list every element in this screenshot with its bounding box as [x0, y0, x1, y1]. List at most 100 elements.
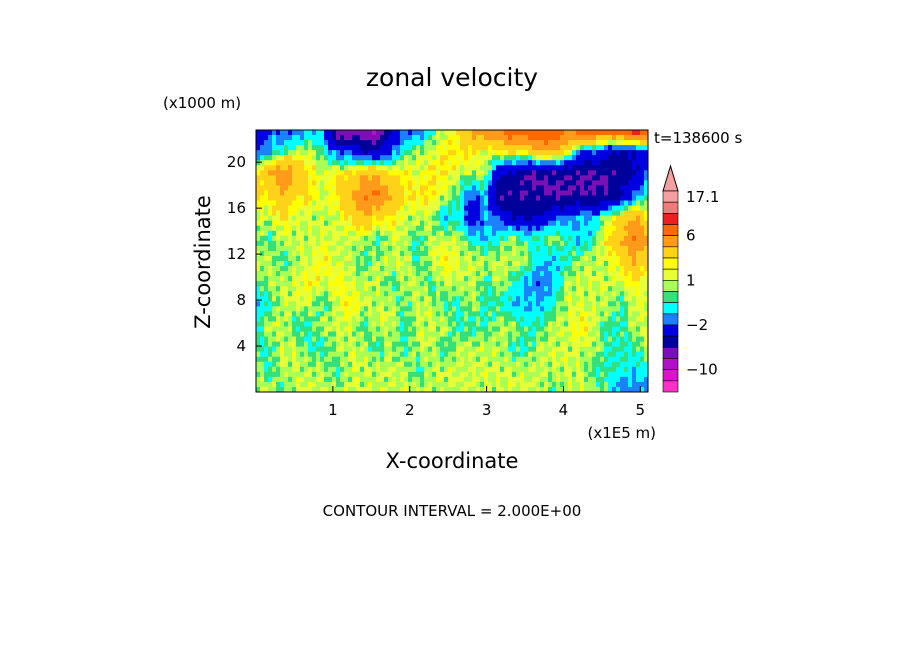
heatmap-cell: [528, 261, 533, 267]
heatmap-cell: [296, 220, 301, 227]
heatmap-cell: [256, 175, 261, 181]
heatmap-cell: [348, 336, 353, 343]
heatmap-cell: [256, 301, 261, 307]
heatmap-cell: [284, 210, 289, 217]
heatmap-cell: [320, 361, 325, 368]
heatmap-cell: [552, 286, 557, 292]
heatmap-cell: [308, 135, 313, 141]
heatmap-cell: [504, 160, 509, 166]
heatmap-cell: [312, 261, 317, 267]
heatmap-cell: [492, 165, 497, 171]
heatmap-cell: [596, 271, 601, 277]
heatmap-cell: [564, 261, 569, 267]
heatmap-cell: [492, 190, 497, 196]
heatmap-cell: [388, 190, 393, 196]
heatmap-cell: [400, 261, 405, 267]
heatmap-cell: [512, 140, 517, 146]
heatmap-cell: [368, 276, 373, 282]
heatmap-cell: [388, 301, 393, 307]
heatmap-cell: [328, 200, 333, 206]
heatmap-cell: [320, 311, 325, 317]
heatmap-cell: [532, 306, 537, 312]
heatmap-cell: [344, 381, 349, 388]
heatmap-cell: [356, 150, 361, 156]
heatmap-cell: [312, 331, 317, 337]
heatmap-cell: [372, 160, 377, 166]
heatmap-cell: [328, 180, 333, 186]
heatmap-cell: [432, 235, 437, 242]
heatmap-cell: [416, 346, 421, 353]
heatmap-cell: [296, 321, 301, 327]
heatmap-cell: [628, 155, 633, 161]
heatmap-cell: [472, 351, 477, 358]
heatmap-cell: [368, 266, 373, 272]
heatmap-cell: [404, 351, 409, 358]
heatmap-cell: [536, 150, 541, 156]
heatmap-cell: [284, 185, 289, 191]
heatmap-cell: [520, 316, 525, 322]
heatmap-cell: [520, 155, 525, 161]
heatmap-cell: [296, 376, 301, 383]
heatmap-cell: [424, 311, 429, 317]
heatmap-cell: [476, 135, 481, 141]
heatmap-cell: [576, 291, 581, 297]
heatmap-cell: [324, 326, 329, 332]
heatmap-cell: [440, 371, 445, 378]
heatmap-cell: [300, 381, 305, 388]
heatmap-cell: [644, 130, 649, 136]
heatmap-cell: [540, 255, 545, 262]
heatmap-cell: [536, 381, 541, 388]
heatmap-cell: [644, 366, 649, 373]
heatmap-cell: [632, 205, 637, 212]
heatmap-cell: [320, 261, 325, 267]
heatmap-cell: [628, 165, 633, 171]
heatmap-cell: [340, 220, 345, 227]
heatmap-cell: [276, 281, 281, 287]
heatmap-cell: [608, 130, 613, 136]
heatmap-cell: [272, 255, 277, 262]
heatmap-cell: [588, 205, 593, 212]
heatmap-cell: [396, 195, 401, 201]
heatmap-cell: [616, 190, 621, 196]
heatmap-cell: [356, 245, 361, 252]
heatmap-cell: [308, 361, 313, 368]
heatmap-cell: [408, 261, 413, 267]
heatmap-cell: [420, 331, 425, 337]
heatmap-cell: [576, 311, 581, 317]
heatmap-cell: [520, 281, 525, 287]
heatmap-cell: [308, 160, 313, 166]
heatmap-cell: [584, 306, 589, 312]
heatmap-cell: [308, 240, 313, 247]
heatmap-cell: [396, 346, 401, 353]
heatmap-cell: [576, 230, 581, 237]
heatmap-cell: [300, 160, 305, 166]
heatmap-cell: [560, 306, 565, 312]
heatmap-cell: [576, 351, 581, 358]
heatmap-cell: [320, 326, 325, 332]
heatmap-cell: [328, 215, 333, 222]
heatmap-cell: [364, 311, 369, 317]
heatmap-cell: [532, 195, 537, 201]
heatmap-cell: [572, 381, 577, 388]
heatmap-cell: [428, 230, 433, 237]
heatmap-cell: [520, 336, 525, 343]
heatmap-cell: [404, 190, 409, 196]
heatmap-cell: [572, 331, 577, 337]
heatmap-cell: [644, 210, 649, 217]
heatmap-cell: [408, 331, 413, 337]
heatmap-cell: [312, 155, 317, 161]
heatmap-cell: [404, 371, 409, 378]
heatmap-cell: [296, 180, 301, 186]
heatmap-cell: [316, 321, 321, 327]
heatmap-cell: [360, 140, 365, 146]
heatmap-cell: [476, 210, 481, 217]
heatmap-cell: [392, 140, 397, 146]
heatmap-cell: [512, 210, 517, 217]
heatmap-cell: [308, 225, 313, 232]
heatmap-cell: [520, 361, 525, 368]
heatmap-cell: [392, 155, 397, 161]
heatmap-cell: [480, 366, 485, 373]
heatmap-cell: [520, 371, 525, 378]
heatmap-cell: [508, 341, 513, 348]
heatmap-cell: [312, 135, 317, 141]
